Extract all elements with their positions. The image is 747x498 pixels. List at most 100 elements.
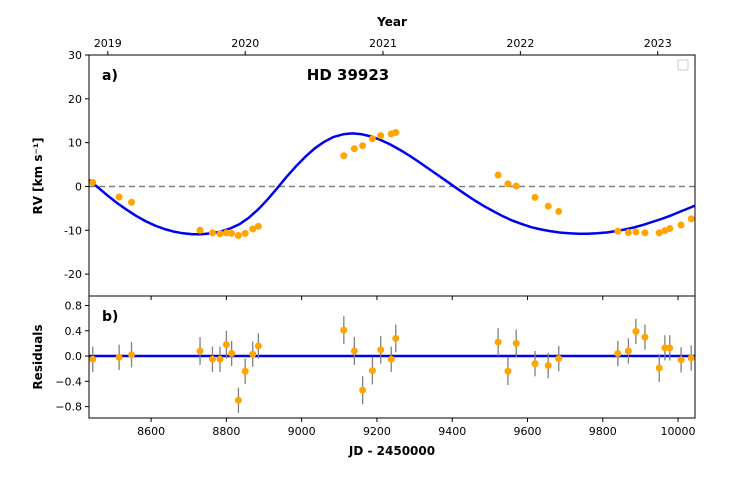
rv-data-point xyxy=(196,226,204,234)
rv-data-point xyxy=(632,228,640,236)
res-data-point xyxy=(504,367,512,375)
chart-title: HD 39923 xyxy=(307,66,389,84)
rv-data-point xyxy=(555,207,563,215)
rv-data-point xyxy=(234,232,242,240)
x-axis-label: JD - 2450000 xyxy=(348,444,435,458)
rv-ytick-label: 0 xyxy=(75,180,82,193)
res-xtick-label: 8600 xyxy=(137,425,165,438)
res-data-point xyxy=(340,326,348,334)
rv-data-point xyxy=(494,171,502,179)
res-data-point xyxy=(392,334,400,342)
res-data-point xyxy=(234,396,242,404)
rv-data-point xyxy=(350,145,358,153)
rv-data-point xyxy=(655,229,663,237)
rv-data-point xyxy=(614,227,622,235)
rv-ytick-label: 30 xyxy=(68,49,82,62)
rv-data-point xyxy=(216,230,224,238)
rv-ytick-label: 10 xyxy=(68,137,82,150)
res-data-point xyxy=(368,367,376,375)
res-xtick-label: 9800 xyxy=(589,425,617,438)
year-tick-label: 2023 xyxy=(644,37,672,50)
rv-data-point xyxy=(687,215,695,223)
res-data-point xyxy=(359,386,367,394)
res-data-point xyxy=(115,353,123,361)
res-data-point xyxy=(387,355,395,363)
panel-a-label: a) xyxy=(102,68,118,84)
rv-data-point xyxy=(624,228,632,236)
res-xtick-label: 9000 xyxy=(288,425,316,438)
res-data-point xyxy=(661,344,669,352)
rv-ytick-label: -20 xyxy=(64,268,82,281)
res-data-point xyxy=(208,355,216,363)
res-data-point xyxy=(632,327,640,335)
res-data-point xyxy=(128,351,136,359)
res-data-point xyxy=(641,333,649,341)
rv-data-point xyxy=(128,198,136,206)
rv-data-point xyxy=(208,229,216,237)
res-xtick-label: 8800 xyxy=(212,425,240,438)
rv-data-point xyxy=(115,193,123,201)
res-data-point xyxy=(228,350,236,358)
res-plot-area xyxy=(89,316,695,413)
rv-data-point xyxy=(359,142,367,150)
year-tick-label: 2020 xyxy=(231,37,259,50)
res-data-point xyxy=(677,356,685,364)
res-data-point xyxy=(687,354,695,362)
res-data-point xyxy=(222,341,230,349)
res-data-point xyxy=(512,339,520,347)
res-data-point xyxy=(531,360,539,368)
res-data-point xyxy=(555,355,563,363)
year-tick-label: 2022 xyxy=(506,37,534,50)
res-data-point xyxy=(614,350,622,358)
rv-data-point xyxy=(249,225,257,233)
rv-model-curve xyxy=(89,132,695,236)
res-ytick-label: 0.8 xyxy=(65,299,83,312)
res-data-point xyxy=(666,344,674,352)
res-xtick-label: 9600 xyxy=(514,425,542,438)
legend-box xyxy=(677,59,689,71)
rv-data-point xyxy=(254,222,262,230)
rv-data-point xyxy=(641,229,649,237)
res-data-point xyxy=(249,350,257,358)
year-tick-label: 2019 xyxy=(94,37,122,50)
rv-data-point xyxy=(340,152,348,160)
rv-data-point xyxy=(666,225,674,233)
year-tick-label: 2021 xyxy=(369,37,397,50)
res-xtick-label: 9200 xyxy=(363,425,391,438)
rv-ytick-label: 20 xyxy=(68,93,82,106)
rv-panel: -20 -10 0 10 20 30 2019 2020 2021 2022 2023 xyxy=(64,37,695,300)
res-ytick-label: 0.0 xyxy=(65,350,83,363)
rv-data-point xyxy=(222,229,230,237)
res-data-point xyxy=(494,338,502,346)
rv-data-point xyxy=(89,179,97,187)
rv-panel-frame xyxy=(88,54,696,297)
residuals-panel: −0.8 −0.4 0.0 0.4 0.8 8600 8800 9000 9200 9400 960… xyxy=(55,299,695,438)
rv-data-point xyxy=(512,182,520,190)
res-data-point xyxy=(89,355,97,363)
rv-data-point xyxy=(228,229,236,237)
res-xtick-label: 9400 xyxy=(438,425,466,438)
res-ytick-label: −0.4 xyxy=(55,375,82,388)
rv-data-point xyxy=(677,221,685,229)
res-ytick-label: 0.4 xyxy=(65,325,83,338)
rv-data-point xyxy=(531,193,539,201)
rv-data-point xyxy=(368,135,376,143)
y-axis-label-residuals: Residuals xyxy=(31,324,45,389)
rv-ytick-label: -10 xyxy=(64,224,82,237)
panel-b-label: b) xyxy=(102,309,118,325)
res-data-point xyxy=(216,355,224,363)
res-data-point xyxy=(196,347,204,355)
res-data-point xyxy=(624,347,632,355)
res-data-point xyxy=(377,346,385,354)
rv-plot-area xyxy=(89,129,695,240)
rv-data-point xyxy=(377,132,385,140)
y-axis-label-rv: RV [km s⁻¹] xyxy=(31,137,45,214)
res-ytick-label: −0.8 xyxy=(55,401,82,414)
res-data-point xyxy=(350,347,358,355)
res-data-point xyxy=(544,362,552,370)
rv-data-point xyxy=(392,129,400,137)
res-data-point xyxy=(655,364,663,372)
res-data-point xyxy=(254,342,262,350)
res-data-point xyxy=(241,367,249,375)
